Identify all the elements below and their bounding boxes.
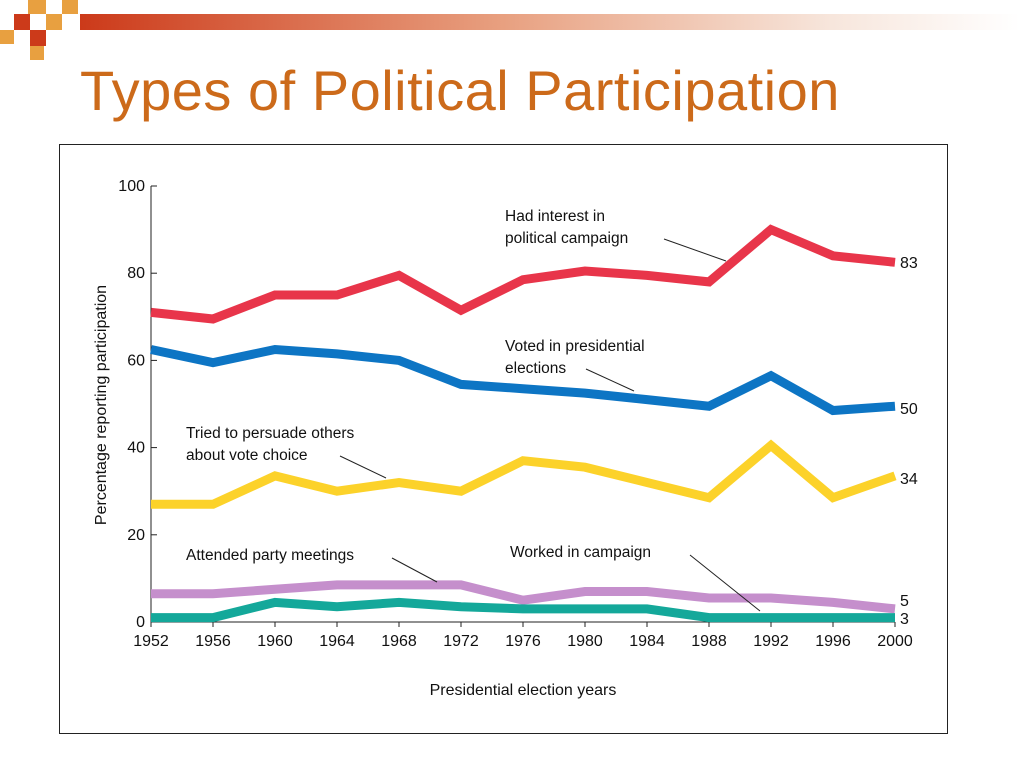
- y-tick-label: 20: [127, 527, 145, 544]
- slide-title: Types of Political Participation: [80, 59, 840, 122]
- annotation-worked: Worked in campaign: [510, 544, 761, 612]
- annotation-interest-line1: Had interest in: [505, 208, 605, 225]
- y-axis-label: Percentage reporting participation: [93, 285, 110, 525]
- y-ticks: 0 20 40 60 80 100: [118, 178, 157, 631]
- annotation-persuade-leader: [339, 455, 387, 479]
- series-line-2: [151, 439, 897, 509]
- annotation-worked-leader: [689, 554, 761, 612]
- end-label-interest: 83: [900, 255, 918, 272]
- corner-decoration: [0, 0, 80, 60]
- series-line-3: [151, 580, 896, 614]
- annotation-interest: Had interest in political campaign: [505, 208, 727, 262]
- deco-square: [0, 30, 14, 44]
- deco-square: [30, 46, 44, 60]
- x-ticks: 1952 1956 1960 1964 1968 1972 1976 1980 1984 1988…: [133, 622, 913, 650]
- annotation-meetings-line1: Attended party meetings: [186, 547, 354, 564]
- x-tick-label: 1964: [319, 633, 355, 650]
- x-axis-label: Presidential election years: [430, 682, 617, 699]
- y-tick-label: 40: [127, 440, 145, 457]
- x-tick-label: 2000: [877, 633, 913, 650]
- series-line-4: [151, 597, 895, 623]
- x-tick-label: 1960: [257, 633, 293, 650]
- end-label-worked: 3: [900, 611, 909, 628]
- x-tick-label: 1952: [133, 633, 169, 650]
- annotation-persuade-line1: Tried to persuade others: [186, 425, 355, 442]
- series-line-0: [150, 224, 896, 324]
- x-tick-label: 1988: [691, 633, 727, 650]
- end-label-persuade: 34: [900, 471, 918, 488]
- y-tick-label: 100: [118, 178, 145, 195]
- deco-square: [14, 14, 30, 30]
- line-chart: 0 20 40 60 80 100 1952 1956 1960 1964 1968 1972 197…: [93, 178, 918, 699]
- series-line-1: [150, 344, 896, 416]
- annotation-persuade: Tried to persuade others about vote choi…: [186, 425, 387, 479]
- x-tick-label: 1980: [567, 633, 603, 650]
- deco-square: [46, 14, 62, 30]
- y-tick-label: 80: [127, 265, 145, 282]
- annotation-meetings-leader: [391, 557, 438, 583]
- annotation-voted-line2: elections: [505, 360, 566, 377]
- title-gradient-bar: [80, 14, 1020, 30]
- annotation-meetings: Attended party meetings: [186, 547, 438, 583]
- y-tick-label: 0: [136, 614, 145, 631]
- annotation-voted: Voted in presidential elections: [505, 338, 645, 392]
- x-tick-label: 1996: [815, 633, 851, 650]
- annotation-interest-leader: [663, 238, 727, 262]
- annotation-interest-line2: political campaign: [505, 230, 628, 247]
- x-tick-label: 1956: [195, 633, 231, 650]
- annotation-worked-line1: Worked in campaign: [510, 544, 651, 561]
- annotation-voted-line1: Voted in presidential: [505, 338, 645, 355]
- annotation-persuade-line2: about vote choice: [186, 447, 308, 464]
- x-tick-label: 1972: [443, 633, 479, 650]
- deco-square: [30, 30, 46, 46]
- x-tick-label: 1992: [753, 633, 789, 650]
- x-tick-label: 1976: [505, 633, 541, 650]
- annotation-voted-leader: [585, 368, 635, 392]
- x-tick-label: 1984: [629, 633, 665, 650]
- x-tick-label: 1968: [381, 633, 417, 650]
- deco-square: [28, 0, 46, 14]
- end-label-voted: 50: [900, 401, 918, 418]
- deco-square: [62, 0, 78, 14]
- chart-frame: 0 20 40 60 80 100 1952 1956 1960 1964 1968 1972 197…: [59, 144, 948, 734]
- series-lines: [150, 224, 897, 623]
- y-tick-label: 60: [127, 352, 145, 369]
- end-label-meetings: 5: [900, 593, 909, 610]
